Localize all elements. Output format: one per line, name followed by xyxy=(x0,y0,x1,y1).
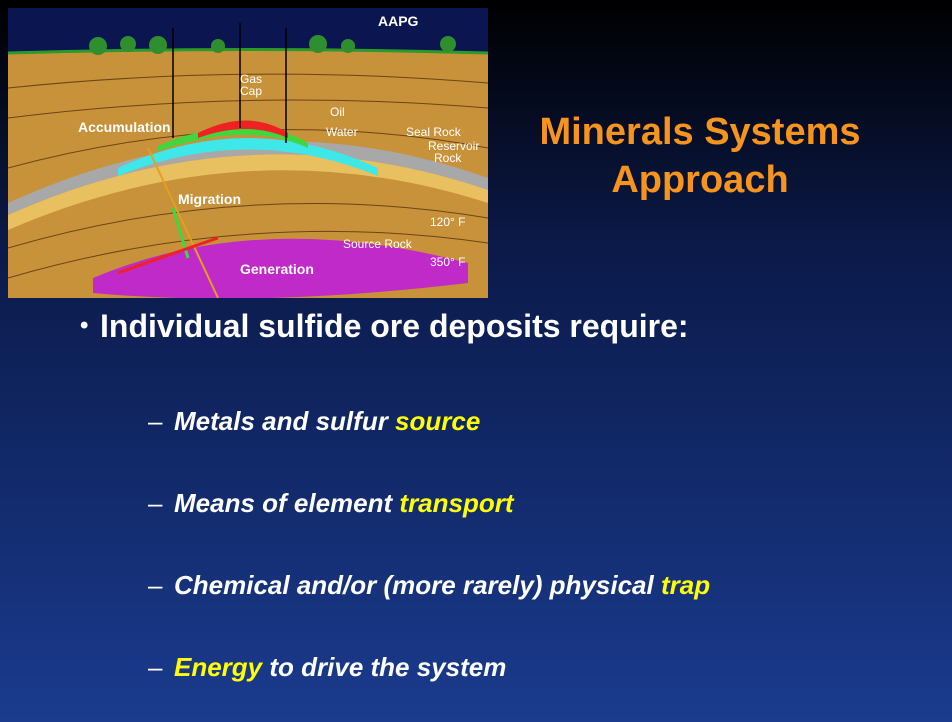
diagram-label: Rock xyxy=(434,151,462,165)
diagram-label: Reservoir xyxy=(428,139,479,153)
diagram-label: Accumulation xyxy=(78,119,171,135)
sub-item: Metals and sulfur source xyxy=(148,406,710,488)
sub-item: Energy to drive the system xyxy=(148,652,710,722)
highlight-text: source xyxy=(395,406,481,436)
slide-title: Minerals Systems Approach xyxy=(539,111,861,201)
diagram-label: Cap xyxy=(240,84,262,98)
diagram-label: 120° F xyxy=(430,215,465,229)
item-text: to drive the system xyxy=(262,652,507,682)
diagram-label: Seal Rock xyxy=(406,125,462,139)
item-text: Means of element xyxy=(174,488,400,518)
highlight-text: transport xyxy=(399,488,514,518)
diagram-label: 350° F xyxy=(430,255,465,269)
diagram-label: Migration xyxy=(178,191,241,207)
diagram-label: Water xyxy=(326,125,358,139)
item-text: Metals and sulfur xyxy=(174,406,396,436)
bullet: Individual sulfide ore deposits require: xyxy=(80,308,689,345)
item-text: Chemical and/or (more rarely) physical xyxy=(174,570,661,600)
credit: AAPG xyxy=(378,13,419,29)
sub-list: Metals and sulfur sourceMeans of element… xyxy=(148,406,710,722)
diagram-label: Oil xyxy=(330,105,345,119)
diagram-label: Gas xyxy=(240,72,262,86)
diagram-label: Source Rock xyxy=(343,237,413,251)
highlight-text: Energy xyxy=(174,652,263,682)
highlight-text: trap xyxy=(660,570,711,600)
sub-item: Means of element transport xyxy=(148,488,710,570)
sub-item: Chemical and/or (more rarely) physical t… xyxy=(148,570,710,652)
diagram-label: Generation xyxy=(240,261,314,277)
